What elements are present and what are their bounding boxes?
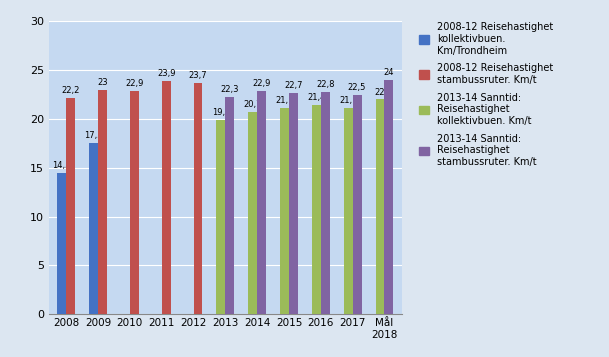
Text: 22,7: 22,7 xyxy=(284,81,303,90)
Text: 22,9: 22,9 xyxy=(125,79,144,88)
Bar xyxy=(343,108,353,314)
Bar xyxy=(376,100,384,314)
Bar xyxy=(280,108,289,314)
Legend: 2008-12 Reisehastighet
kollektivbuen.
Km/Trondheim, 2008-12 Reisehastighet
stamb: 2008-12 Reisehastighet kollektivbuen. Km… xyxy=(417,20,555,169)
Bar xyxy=(89,144,98,314)
Bar xyxy=(57,173,66,314)
Text: 17,5: 17,5 xyxy=(84,131,103,140)
Text: 22: 22 xyxy=(375,87,385,96)
Text: 14,5: 14,5 xyxy=(52,161,71,170)
Text: 22,9: 22,9 xyxy=(252,79,271,88)
Bar xyxy=(353,95,362,314)
Text: 24: 24 xyxy=(384,68,394,77)
Bar xyxy=(248,112,257,314)
Bar xyxy=(225,96,234,314)
Bar xyxy=(321,92,329,314)
Text: 21,1: 21,1 xyxy=(339,96,357,105)
Bar xyxy=(257,91,266,314)
Bar xyxy=(66,97,75,314)
Text: 22,2: 22,2 xyxy=(62,86,80,95)
Text: 21,4: 21,4 xyxy=(307,94,326,102)
Bar xyxy=(216,120,225,314)
Text: 22,3: 22,3 xyxy=(220,85,239,94)
Bar xyxy=(161,81,171,314)
Bar xyxy=(130,91,139,314)
Text: 22,8: 22,8 xyxy=(316,80,334,89)
Text: 19,9: 19,9 xyxy=(212,108,230,117)
Bar xyxy=(312,105,321,314)
Text: 21,1: 21,1 xyxy=(275,96,294,105)
Text: 23,9: 23,9 xyxy=(157,69,175,78)
Text: 20,7: 20,7 xyxy=(244,100,262,109)
Text: 23: 23 xyxy=(97,78,108,87)
Text: 22,5: 22,5 xyxy=(348,83,366,92)
Bar xyxy=(194,83,202,314)
Bar xyxy=(384,80,393,314)
Bar xyxy=(98,90,107,314)
Text: 23,7: 23,7 xyxy=(189,71,207,80)
Bar xyxy=(289,93,298,314)
